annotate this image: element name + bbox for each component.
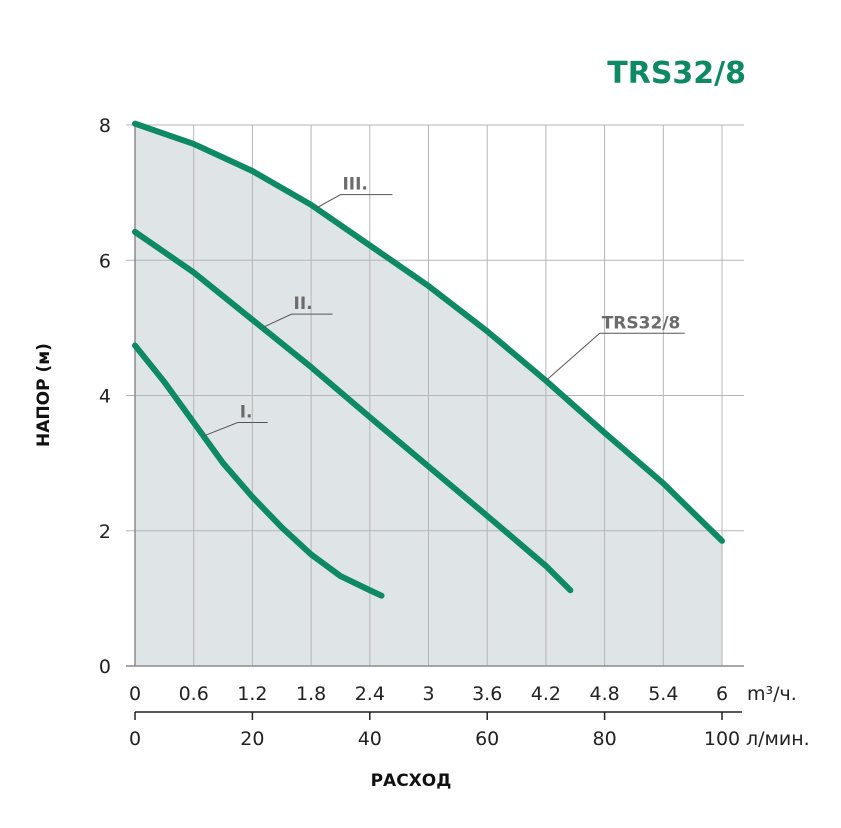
y-tick-label: 2	[99, 521, 111, 543]
x-tick-label: 4.8	[589, 683, 619, 705]
x-tick-label: 3	[422, 683, 434, 705]
axes	[126, 125, 744, 720]
annotation-leader-1	[203, 422, 268, 437]
curve-series-1	[132, 342, 385, 599]
x-tick-label: 1.2	[237, 683, 267, 705]
annotations: I. II. III. TRS32/8	[203, 175, 685, 437]
x-unit-secondary: л/мин.	[746, 728, 810, 750]
y-tick-label: 4	[99, 386, 111, 408]
y-tick-label: 8	[99, 115, 111, 137]
x-tick-label: 3.6	[472, 683, 502, 705]
curve-series-3	[132, 120, 725, 544]
x-tick-label: 4.2	[531, 683, 561, 705]
x-axis-title: РАСХОД	[371, 771, 452, 791]
tick-labels: 0 0.6 1.2 1.8 2.4 3 3.6 4.2 4.8 5.4 60 20 40 60 80 1000…	[99, 115, 740, 750]
y-tick-label: 0	[99, 656, 111, 678]
y-tick-label: 6	[99, 250, 111, 272]
annotation-leader-4	[545, 332, 685, 381]
x-tick-label: 5.4	[648, 683, 678, 705]
annotation-label-2: II.	[294, 294, 313, 314]
x-tick-label: 1.8	[296, 683, 326, 705]
curve-series-2	[132, 228, 574, 594]
x-secondary-tick-label: 20	[240, 728, 264, 750]
x-secondary-tick-label: 40	[358, 728, 382, 750]
annotation-label-3: III.	[342, 175, 367, 195]
y-axis-title: НАПОР (м)	[34, 343, 54, 447]
curves	[132, 120, 725, 599]
x-secondary-tick-label: 60	[475, 728, 499, 750]
x-tick-label: 0.6	[179, 683, 209, 705]
x-tick-label: 2.4	[355, 683, 385, 705]
annotation-label-4: TRS32/8	[602, 313, 681, 333]
annotation-leader-3	[315, 194, 393, 209]
chart-title: TRS32/8	[607, 56, 746, 91]
x-unit-primary: m³/ч.	[747, 683, 797, 705]
annotation-label-1: I.	[240, 403, 253, 423]
x-secondary-tick-label: 0	[129, 728, 141, 750]
x-secondary-tick-label: 100	[704, 728, 740, 750]
x-secondary-tick-label: 80	[593, 728, 617, 750]
annotation-leader-2	[261, 313, 333, 329]
x-tick-label: 0	[129, 683, 141, 705]
x-tick-label: 6	[716, 683, 728, 705]
